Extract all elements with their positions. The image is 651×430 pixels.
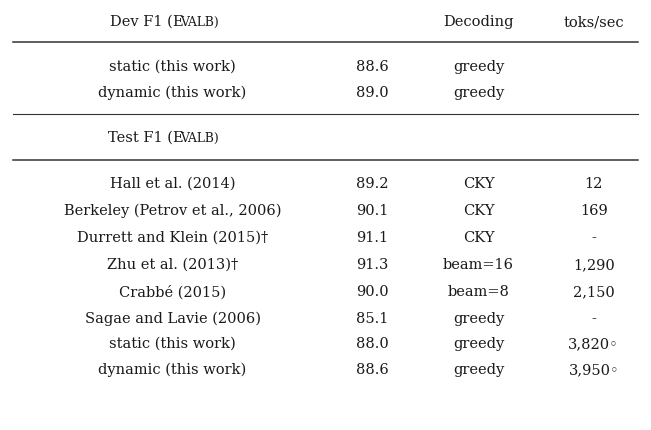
Text: 90.1: 90.1 [356,204,389,218]
Text: VALB): VALB) [180,132,219,144]
Text: 1,290: 1,290 [573,258,615,272]
Text: greedy: greedy [453,363,504,377]
Text: 91.3: 91.3 [356,258,389,272]
Text: greedy: greedy [453,312,504,326]
Text: VALB): VALB) [180,15,219,28]
Text: greedy: greedy [453,86,504,100]
Text: greedy: greedy [453,337,504,351]
Text: Berkeley (Petrov et al., 2006): Berkeley (Petrov et al., 2006) [64,204,281,218]
Text: 89.0: 89.0 [356,86,389,100]
Text: 88.0: 88.0 [356,337,389,351]
Text: static (this work): static (this work) [109,337,236,351]
Text: 89.2: 89.2 [356,177,389,191]
Text: 85.1: 85.1 [356,312,389,326]
Text: beam=8: beam=8 [447,285,510,299]
Text: -: - [591,312,596,326]
Text: 90.0: 90.0 [356,285,389,299]
Text: static (this work): static (this work) [109,60,236,74]
Text: dynamic (this work): dynamic (this work) [98,86,247,100]
Text: 3,950◦: 3,950◦ [568,363,619,377]
Text: 3,820◦: 3,820◦ [568,337,619,351]
Text: Test F1 (: Test F1 ( [107,131,173,145]
Text: toks/sec: toks/sec [563,15,624,29]
Text: 91.1: 91.1 [356,231,389,245]
Text: greedy: greedy [453,60,504,74]
Text: Durrett and Klein (2015)†: Durrett and Klein (2015)† [77,231,268,245]
Text: E: E [173,131,183,145]
Text: Crabbé (2015): Crabbé (2015) [119,285,226,299]
Text: 88.6: 88.6 [356,363,389,377]
Text: 2,150: 2,150 [573,285,615,299]
Text: Zhu et al. (2013)†: Zhu et al. (2013)† [107,258,238,272]
Text: E: E [173,15,183,29]
Text: -: - [591,231,596,245]
Text: Dev F1 (: Dev F1 ( [110,15,173,29]
Text: Decoding: Decoding [443,15,514,29]
Text: CKY: CKY [463,204,494,218]
Text: 12: 12 [585,177,603,191]
Text: Hall et al. (2014): Hall et al. (2014) [110,177,235,191]
Text: dynamic (this work): dynamic (this work) [98,363,247,377]
Text: CKY: CKY [463,231,494,245]
Text: CKY: CKY [463,177,494,191]
Text: 88.6: 88.6 [356,60,389,74]
Text: beam=16: beam=16 [443,258,514,272]
Text: Sagae and Lavie (2006): Sagae and Lavie (2006) [85,312,260,326]
Text: 169: 169 [580,204,607,218]
